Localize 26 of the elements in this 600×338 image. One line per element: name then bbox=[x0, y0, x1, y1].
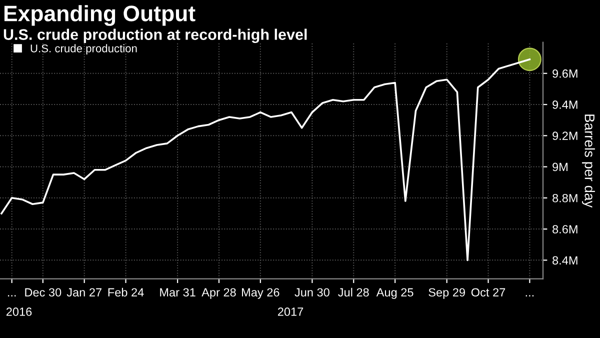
y-tick-label: 9.4M bbox=[552, 100, 578, 109]
x-tick-label: Apr 28 bbox=[202, 288, 236, 299]
x-tick-label: Aug 25 bbox=[376, 288, 414, 299]
x-tick-label: May 26 bbox=[242, 288, 280, 299]
x-tick-label: Dec 30 bbox=[25, 288, 62, 297]
x-tick-label: Jun 30 bbox=[294, 288, 330, 297]
y-axis-title: Barrels per day bbox=[582, 114, 595, 208]
text: 2016 bbox=[6, 308, 32, 316]
x-tick-label: Sep 29 bbox=[428, 288, 465, 299]
chart-subtitle: U.S. crude production at record-high level bbox=[4, 28, 307, 44]
y-tick-label: 9.2M bbox=[552, 132, 578, 140]
chart-title: Expanding Output bbox=[4, 5, 196, 26]
y-tick-label: 8.4M bbox=[552, 256, 578, 265]
x-tick-label: ... bbox=[526, 295, 534, 296]
y-tick-label: 9M bbox=[552, 162, 568, 172]
x-tick-label: ... bbox=[8, 295, 16, 296]
x-tick-label: Jan 27 bbox=[66, 288, 102, 297]
x-tick-label: Feb 24 bbox=[108, 288, 144, 297]
y-tick-label: 8.6M bbox=[552, 225, 578, 234]
y-tick-label: 9.6M bbox=[552, 69, 578, 78]
x-tick-label: Mar 31 bbox=[160, 288, 196, 297]
text: 2017 bbox=[278, 308, 304, 316]
x-tick-label: Oct 27 bbox=[471, 288, 506, 297]
y-tick-label: 8.8M bbox=[552, 194, 578, 202]
legend-label: U.S. crude production bbox=[30, 44, 137, 55]
x-tick-label: Jul 28 bbox=[338, 288, 369, 297]
